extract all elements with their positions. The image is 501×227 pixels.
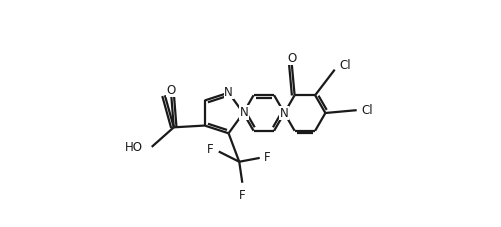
Text: HO: HO (125, 141, 143, 154)
Text: N: N (239, 106, 248, 119)
Text: N: N (280, 106, 289, 119)
Text: Cl: Cl (340, 59, 351, 72)
Text: F: F (264, 151, 271, 164)
Text: F: F (207, 143, 214, 155)
Text: N: N (224, 86, 233, 99)
Text: O: O (287, 52, 297, 64)
Text: F: F (239, 189, 245, 202)
Text: O: O (167, 84, 176, 97)
Text: Cl: Cl (362, 104, 373, 117)
